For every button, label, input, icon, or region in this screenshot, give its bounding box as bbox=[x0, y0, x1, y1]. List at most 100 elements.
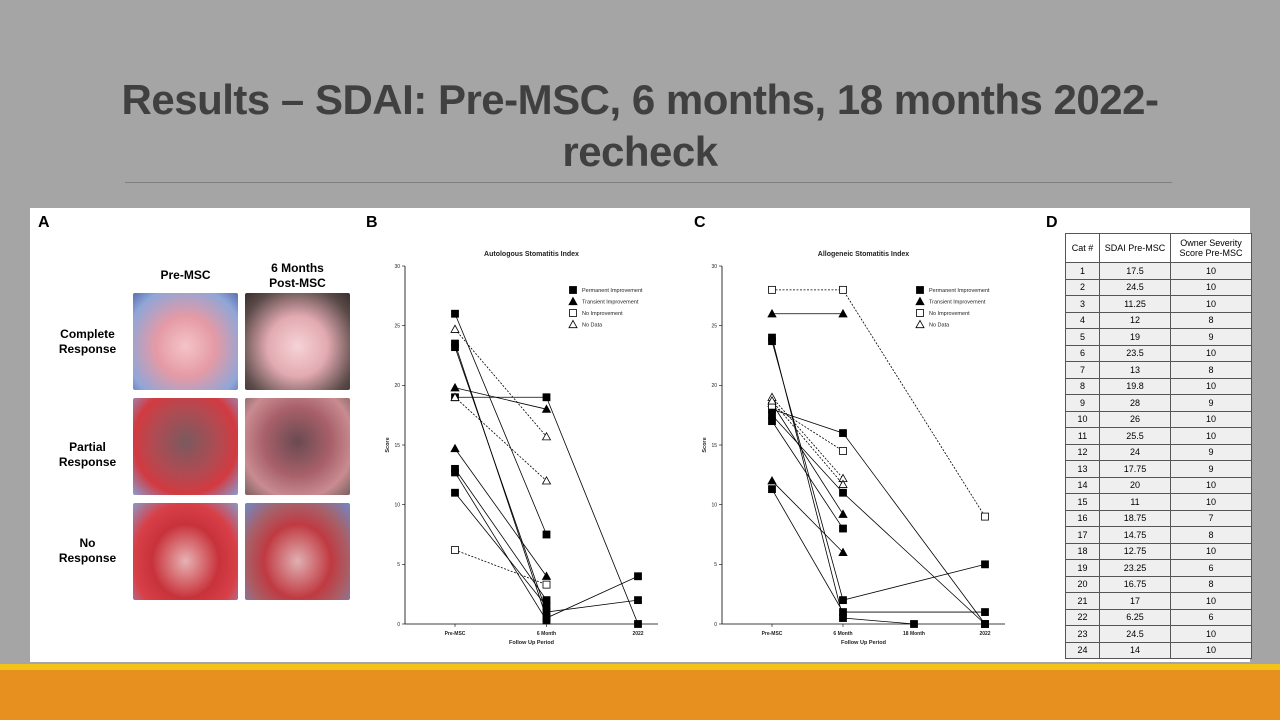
data-point bbox=[768, 485, 776, 494]
data-line bbox=[454, 492, 547, 607]
x-tick-label: 2022 bbox=[979, 631, 990, 637]
table-row: 24 14 10 bbox=[1065, 641, 1252, 659]
table-row: 17 14.75 8 bbox=[1065, 526, 1252, 544]
table-row: 16 18.75 7 bbox=[1065, 509, 1252, 527]
table-cell: 25.5 bbox=[1099, 427, 1171, 445]
table-cell: 17 bbox=[1099, 592, 1171, 610]
table-row: 23 24.5 10 bbox=[1065, 625, 1252, 643]
data-table: Cat # SDAI Pre-MSC Owner Severity Score Pr… bbox=[1065, 233, 1252, 659]
table-cell: 14 bbox=[1099, 641, 1171, 659]
table-cell: 6.25 bbox=[1099, 608, 1171, 626]
y-tick-label: 20 bbox=[394, 383, 400, 389]
data-point bbox=[839, 608, 847, 616]
table-cell: 16 bbox=[1065, 509, 1100, 527]
panel-label: D bbox=[1046, 214, 1058, 231]
table-cell: 24.5 bbox=[1099, 278, 1171, 296]
table-row: 19 23.25 6 bbox=[1065, 559, 1252, 577]
table-cell: 24.5 bbox=[1099, 625, 1171, 643]
photo bbox=[133, 503, 238, 600]
data-point bbox=[768, 337, 776, 346]
legend-label: No Improvement bbox=[929, 311, 970, 317]
y-tick-label: 20 bbox=[711, 383, 717, 389]
y-tick-label: 25 bbox=[711, 323, 717, 329]
table-cell: 17.75 bbox=[1099, 460, 1171, 478]
data-line bbox=[771, 480, 844, 553]
table-cell: 10 bbox=[1170, 493, 1252, 511]
data-point bbox=[838, 479, 848, 488]
table-cell: 18.75 bbox=[1099, 509, 1171, 527]
table-header-cell: SDAI Pre-MSC bbox=[1099, 233, 1171, 263]
table-cell: 9 bbox=[1170, 394, 1252, 412]
legend-marker bbox=[568, 319, 578, 329]
photo bbox=[245, 398, 350, 495]
table-row: 14 20 10 bbox=[1065, 476, 1252, 494]
data-point bbox=[839, 429, 847, 437]
data-point bbox=[541, 571, 552, 580]
table-cell: 19 bbox=[1099, 328, 1171, 346]
y-tick-label: 15 bbox=[711, 443, 717, 449]
data-point bbox=[451, 343, 459, 352]
panel-label: A bbox=[38, 214, 50, 231]
table-row: 9 28 9 bbox=[1065, 394, 1252, 412]
table-row: 3 11.25 10 bbox=[1065, 295, 1252, 313]
footer-band bbox=[0, 670, 1280, 720]
photo-column-label: 6 Months Post-MSC bbox=[269, 261, 326, 290]
data-line bbox=[771, 408, 986, 625]
data-point bbox=[981, 512, 989, 521]
chart-title: Autologous Stomatitis Index bbox=[484, 251, 579, 258]
data-point bbox=[541, 431, 552, 441]
photo bbox=[245, 293, 350, 390]
legend-marker bbox=[569, 286, 577, 294]
data-point bbox=[450, 324, 460, 333]
table-body: 1 17.5 10 2 24.5 10 3 11.25 10 4 12 8 5 19 9 6 23.5 10 7 13… bbox=[1065, 262, 1252, 659]
y-tick-label: 30 bbox=[394, 264, 400, 270]
data-point bbox=[542, 580, 551, 589]
y-tick-label: 5 bbox=[397, 562, 400, 568]
data-point bbox=[981, 560, 989, 569]
table-cell: 10 bbox=[1170, 592, 1252, 610]
legend-marker bbox=[915, 319, 925, 329]
table-cell: 10 bbox=[1170, 262, 1252, 280]
table-cell: 9 bbox=[1170, 328, 1252, 346]
data-point bbox=[451, 468, 459, 477]
title-rule bbox=[125, 182, 1172, 183]
table-cell: 24 bbox=[1065, 641, 1100, 659]
legend-marker bbox=[915, 296, 925, 306]
table-cell: 10 bbox=[1170, 377, 1252, 395]
x-tick-label: 6 Month bbox=[537, 631, 556, 637]
table-cell: 22 bbox=[1065, 608, 1100, 626]
legend-label: No Data bbox=[582, 323, 603, 329]
legend-label: Permanent Improvement bbox=[929, 288, 990, 294]
data-point bbox=[981, 620, 989, 628]
data-point bbox=[542, 616, 551, 625]
table-cell: 9 bbox=[1065, 394, 1100, 412]
data-point bbox=[839, 596, 847, 605]
data-point bbox=[839, 488, 847, 497]
x-axis-label: Follow Up Period bbox=[509, 640, 554, 646]
data-point bbox=[838, 509, 848, 518]
table-cell: 24 bbox=[1099, 443, 1171, 461]
data-line bbox=[771, 341, 986, 601]
y-tick-label: 10 bbox=[394, 502, 400, 508]
table-cell: 9 bbox=[1170, 443, 1252, 461]
table-cell: 10 bbox=[1170, 410, 1252, 428]
data-line bbox=[771, 397, 844, 479]
table-cell: 10 bbox=[1170, 625, 1252, 643]
data-point bbox=[451, 546, 459, 554]
data-point bbox=[634, 620, 642, 628]
data-point bbox=[542, 530, 551, 539]
table-cell: 26 bbox=[1099, 410, 1171, 428]
legend-marker bbox=[916, 286, 924, 294]
photo bbox=[133, 398, 238, 495]
table-row: 5 19 9 bbox=[1065, 328, 1252, 346]
table-cell: 16.75 bbox=[1099, 575, 1171, 593]
table-cell: 10 bbox=[1170, 344, 1252, 362]
table-row: 1 17.5 10 bbox=[1065, 262, 1252, 280]
table-cell: 11 bbox=[1065, 427, 1100, 445]
table-cell: 3 bbox=[1065, 295, 1100, 313]
table-cell: 10 bbox=[1170, 476, 1252, 494]
y-tick-label: 10 bbox=[711, 502, 717, 508]
table-row: 4 12 8 bbox=[1065, 311, 1252, 329]
data-point bbox=[450, 392, 460, 401]
